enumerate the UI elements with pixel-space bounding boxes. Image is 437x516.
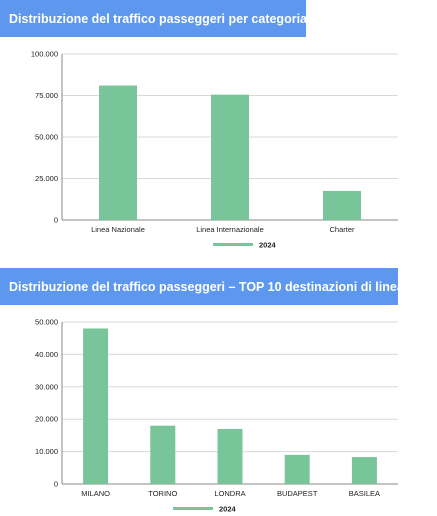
chart-2-bar-basilea xyxy=(351,457,377,484)
chart-1-category-label: Charter xyxy=(329,225,355,234)
chart-2-title: Distribuzione del traffico passeggeri – … xyxy=(9,279,404,294)
chart-1-passenger-traffic-by-category: 0 25.000 50.000 75.000 100.000 Linea Nazional… xyxy=(31,50,398,250)
chart-2-y-tick-label: 50.000 xyxy=(35,318,58,327)
chart-1-y-tick-label: 25.000 xyxy=(35,174,58,183)
chart-1-category-label: Linea Internazionale xyxy=(196,225,264,234)
chart-2-category-label: BUDAPEST xyxy=(277,489,318,498)
chart-2-y-tick-label: 20.000 xyxy=(35,415,58,424)
chart-2-legend-swatch xyxy=(173,507,213,510)
chart-2-y-tick-label: 10.000 xyxy=(35,447,58,456)
chart-2-y-tick-label: 30.000 xyxy=(35,382,58,391)
chart-2-category-label: LONDRA xyxy=(214,489,245,498)
chart-1-y-tick-label: 50.000 xyxy=(35,133,58,142)
chart-2-bar-milano xyxy=(83,328,109,484)
chart-2-category-label: TORINO xyxy=(148,489,177,498)
chart-2-legend-label: 2024 xyxy=(219,505,237,514)
chart-2-bar-londra xyxy=(217,428,243,484)
chart-1-title: Distribuzione del traffico passeggeri pe… xyxy=(9,11,307,26)
chart-1-bar-charter xyxy=(323,190,361,220)
chart-2-category-label: BASILEA xyxy=(349,489,380,498)
chart-2-y-tick-label: 40.000 xyxy=(35,350,58,359)
chart-1-legend-swatch xyxy=(213,243,253,246)
chart-1-category-label: Linea Nazionale xyxy=(91,225,145,234)
chart-2-y-tick-label: 0 xyxy=(54,480,58,489)
chart-1-y-tick-label: 75.000 xyxy=(35,91,58,100)
chart-1-y-tick-label: 0 xyxy=(54,216,58,225)
chart-2-category-label: MILANO xyxy=(81,489,110,498)
chart-1-y-tick-label: 100.000 xyxy=(31,50,58,59)
chart-2-title-banner: Distribuzione del traffico passeggeri – … xyxy=(0,268,404,305)
chart-1-title-banner: Distribuzione del traffico passeggeri pe… xyxy=(0,0,307,37)
chart-2-bar-budapest xyxy=(284,454,310,484)
chart-1-bar-linea-internazionale xyxy=(211,94,249,220)
chart-1-bar-linea-nazionale xyxy=(99,85,137,220)
chart-2-bar-torino xyxy=(150,425,176,484)
chart-1-legend-label: 2024 xyxy=(259,241,277,250)
chart-2-top-destinations: 0 10.000 20.000 30.000 40.000 50.000 MILANO TOR… xyxy=(35,318,398,514)
